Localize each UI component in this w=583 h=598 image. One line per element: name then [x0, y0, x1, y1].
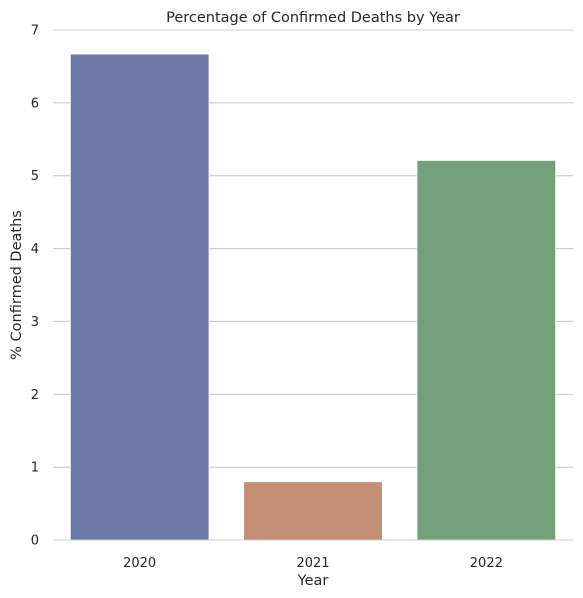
y-tick-label: 0 [31, 534, 39, 549]
x-tick-label-2020: 2020 [123, 556, 156, 571]
x-tick-labels: 2020 2021 2022 [123, 556, 503, 571]
y-tick-label: 5 [31, 169, 39, 184]
x-tick-label-2022: 2022 [470, 556, 503, 571]
bar-2020 [69, 53, 210, 541]
y-tick-label: 4 [31, 242, 39, 257]
y-tick-labels: 0 1 2 3 4 5 6 7 [31, 24, 39, 549]
bar-2022 [416, 160, 557, 541]
y-tick-label: 6 [31, 96, 39, 111]
y-axis-label: % Confirmed Deaths [9, 210, 25, 360]
y-tick-label: 1 [31, 461, 39, 476]
bars-group [69, 53, 557, 541]
y-tick-label: 7 [31, 24, 39, 39]
chart-title: Percentage of Confirmed Deaths by Year [166, 10, 460, 26]
y-tick-label: 2 [31, 388, 39, 403]
x-tick-label-2021: 2021 [296, 556, 329, 571]
bar-2021 [243, 481, 383, 541]
y-tick-label: 3 [31, 315, 39, 330]
x-axis-label: Year [297, 573, 329, 589]
